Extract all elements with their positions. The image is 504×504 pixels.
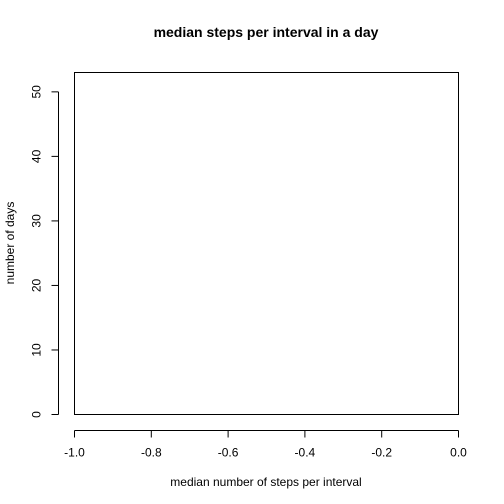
plot-area-box <box>74 72 459 415</box>
x-axis: -1.0 -0.8 -0.6 -0.4 -0.2 0.0 <box>64 430 467 460</box>
x-tick-label: -0.4 <box>295 446 316 460</box>
x-tick-label: -0.6 <box>218 446 239 460</box>
y-tick-label: 30 <box>30 214 44 228</box>
x-tick-label: -0.8 <box>141 446 162 460</box>
y-axis-label: number of days <box>3 202 17 285</box>
y-tick-label: 50 <box>30 85 44 99</box>
x-tick-label: -1.0 <box>64 446 85 460</box>
y-tick-label: 0 <box>30 411 44 418</box>
y-tick-label: 20 <box>30 278 44 292</box>
x-axis-label: median number of steps per interval <box>170 475 361 489</box>
y-tick-label: 10 <box>30 343 44 357</box>
y-axis: 0 10 20 30 40 50 <box>30 85 59 418</box>
x-tick-label: 0.0 <box>450 446 467 460</box>
y-tick-label: 40 <box>30 149 44 163</box>
x-tick-label: -0.2 <box>371 446 392 460</box>
chart-title: median steps per interval in a day <box>154 24 379 40</box>
